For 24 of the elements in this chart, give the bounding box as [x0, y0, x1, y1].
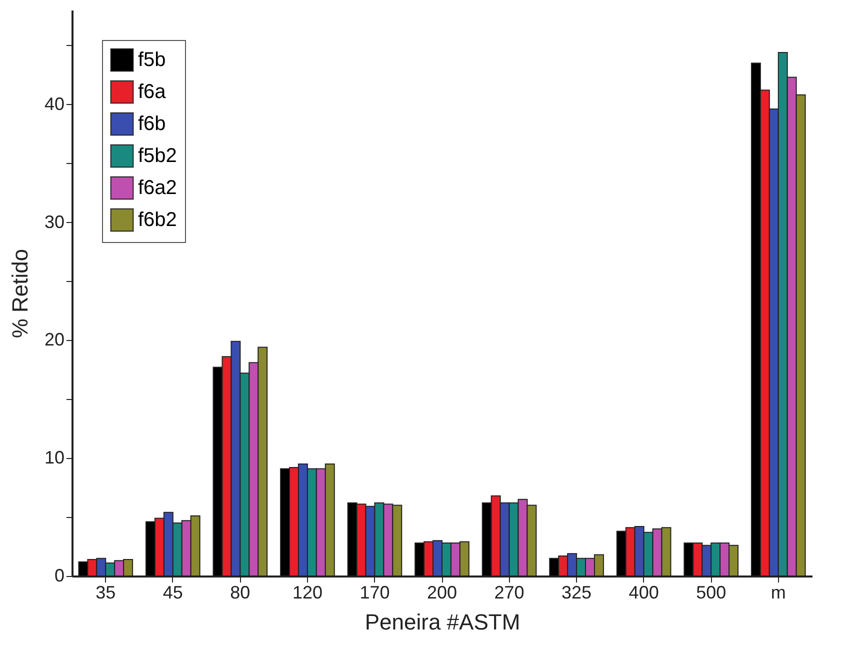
y-tick-label: 20 — [44, 330, 64, 350]
y-tick-label: 30 — [44, 212, 64, 232]
x-tick-label: 200 — [426, 582, 458, 602]
x-tick-label: 325 — [562, 582, 592, 602]
x-tick-label: 120 — [292, 582, 322, 602]
x-tick-label: m — [770, 582, 786, 602]
x-tick-label: 35 — [96, 582, 116, 602]
legend-label: f6b — [138, 113, 166, 135]
x-tick-label: 170 — [360, 582, 390, 602]
y-axis-title: % Retido — [7, 248, 32, 338]
legend-label: f5b2 — [138, 145, 177, 167]
legend-label: f6a — [138, 81, 167, 103]
x-tick-label: 400 — [628, 582, 659, 602]
y-tick-label: 0 — [54, 566, 64, 586]
x-tick-label: 80 — [230, 582, 250, 602]
x-axis-title: Peneira #ASTM — [364, 610, 520, 634]
legend-label: f6b2 — [138, 209, 177, 231]
x-tick-label: 500 — [696, 582, 726, 602]
legend-label: f5b — [138, 49, 166, 71]
y-tick-label: 10 — [44, 448, 64, 468]
legend-label: f6a2 — [138, 177, 177, 199]
y-tick-label: 40 — [44, 94, 64, 114]
x-tick-label: 270 — [494, 582, 524, 602]
x-tick-label: 45 — [162, 582, 183, 602]
